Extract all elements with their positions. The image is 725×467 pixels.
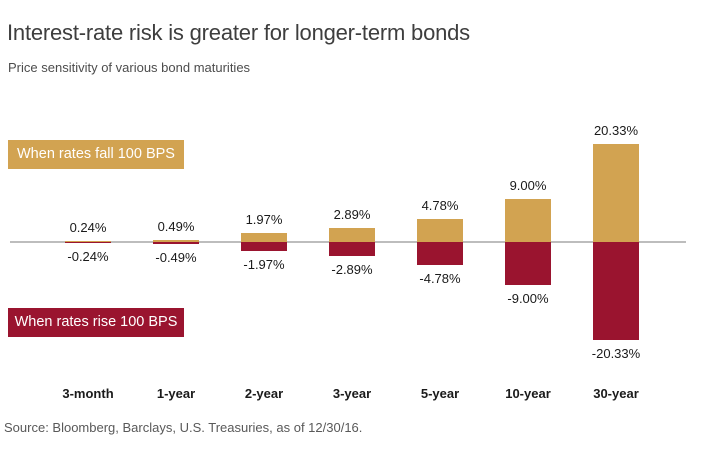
category-label: 3-month (62, 386, 114, 401)
value-label-positive: 9.00% (509, 177, 547, 193)
value-label-positive: 0.49% (157, 218, 195, 234)
value-label-negative: -9.00% (507, 291, 549, 307)
source-note: Source: Bloomberg, Barclays, U.S. Treasu… (4, 420, 363, 435)
category-label: 30-year (593, 386, 639, 401)
legend-fall-badge: When rates fall 100 BPS (8, 140, 184, 169)
bar-rates-fall (153, 239, 199, 242)
value-label-negative: -4.78% (419, 271, 461, 287)
value-label-negative: -1.97% (243, 257, 285, 273)
legend-rise-badge: When rates rise 100 BPS (8, 308, 184, 337)
category-label: 2-year (244, 386, 284, 401)
bar-rates-fall (593, 144, 639, 242)
bar-rates-rise (241, 242, 287, 252)
value-label-positive: 20.33% (593, 123, 639, 138)
bar-rates-fall (329, 228, 375, 242)
bar-rates-rise (417, 242, 463, 266)
page-subtitle: Price sensitivity of various bond maturi… (8, 60, 251, 75)
bar-rates-fall (65, 240, 111, 242)
page-title: Interest-rate risk is greater for longer… (7, 20, 470, 45)
category-label: 10-year (505, 386, 551, 401)
category-label: 1-year (156, 386, 196, 401)
value-label-positive: 0.24% (69, 219, 107, 235)
bar-rates-rise (505, 242, 551, 286)
value-label-negative: -2.89% (331, 261, 373, 277)
value-label-positive: 1.97% (245, 211, 283, 227)
bar-rates-fall (241, 232, 287, 242)
bar-rates-rise (593, 242, 639, 340)
value-label-negative: -0.49% (155, 250, 197, 266)
bar-rates-fall (505, 198, 551, 242)
value-label-positive: 4.78% (421, 197, 459, 213)
value-label-positive: 2.89% (333, 207, 371, 223)
category-label: 3-year (332, 386, 372, 401)
value-label-negative: -0.24% (67, 249, 109, 265)
bar-rates-fall (417, 218, 463, 242)
value-label-negative: -20.33% (591, 345, 641, 361)
bar-rates-rise (329, 242, 375, 256)
bar-rates-rise (153, 242, 199, 245)
category-label: 5-year (420, 386, 460, 401)
bar-rates-rise (65, 242, 111, 244)
